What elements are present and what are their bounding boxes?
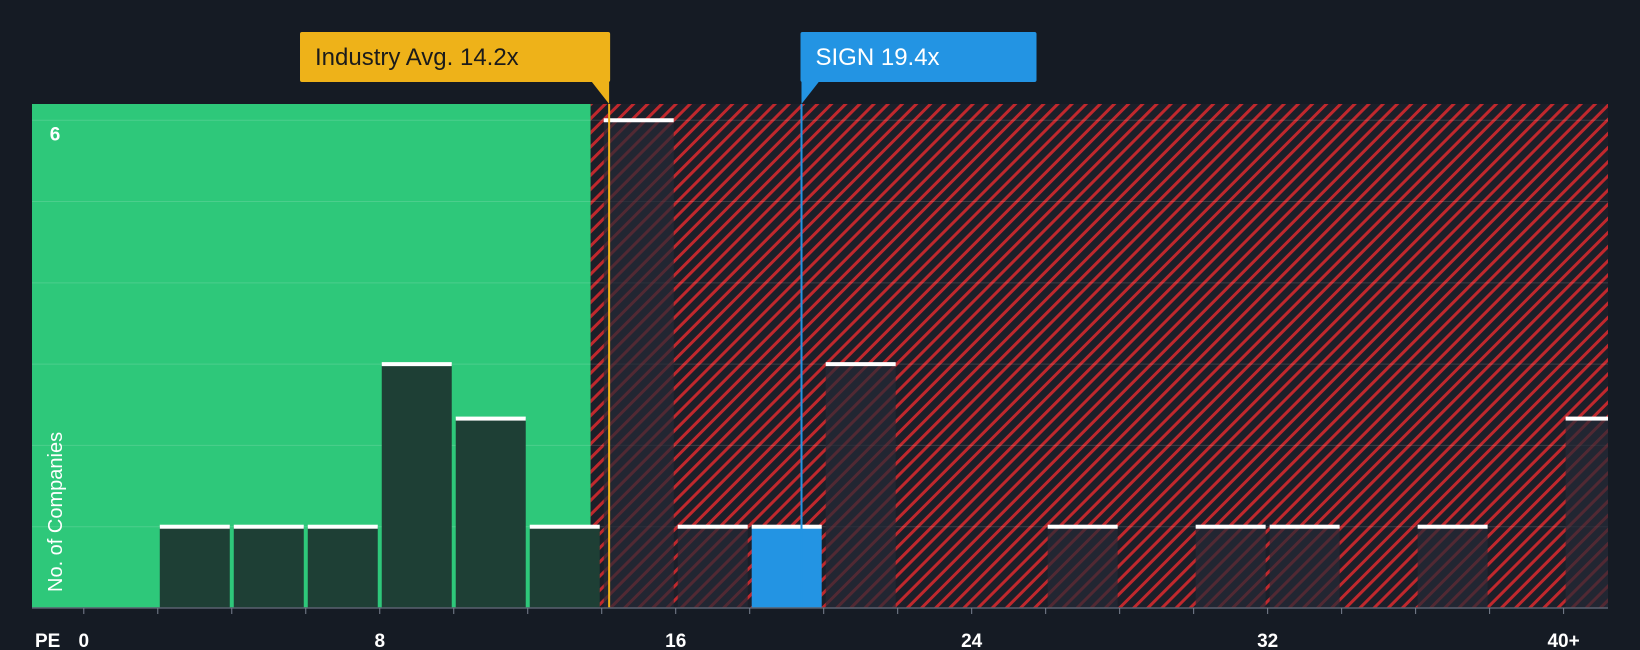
bar-cap-13 bbox=[1417, 524, 1488, 529]
bar-0 bbox=[159, 526, 230, 608]
overvalued-zone bbox=[590, 104, 1608, 608]
industry-avg-callout: Industry Avg. 14.2x bbox=[300, 32, 611, 104]
bars-layer bbox=[159, 118, 1608, 609]
bar-cap-4 bbox=[455, 416, 526, 421]
industry-avg-callout-pointer bbox=[591, 81, 610, 104]
bar-cap-7 bbox=[677, 524, 748, 529]
company-callout: SIGN 19.4x bbox=[800, 32, 1037, 104]
company-callout-label: SIGN 19.4x bbox=[816, 44, 940, 71]
x-tick-label-3: 24 bbox=[961, 631, 983, 650]
bar-cap-8 bbox=[751, 524, 822, 529]
x-tick-label-1: 8 bbox=[374, 631, 385, 650]
bar-3 bbox=[381, 364, 452, 608]
bar-8 bbox=[751, 526, 822, 608]
x-tick-label-5: 40+ bbox=[1547, 631, 1579, 650]
bar-cap-11 bbox=[1195, 524, 1266, 529]
bar-2 bbox=[307, 526, 378, 608]
markers-layer bbox=[608, 104, 803, 608]
y-axis-label: No. of Companies bbox=[45, 432, 67, 592]
axes-layer: PE No. of Companies 0 8 16 24 32 40+ 6 bbox=[32, 124, 1608, 650]
x-tick-label-4: 32 bbox=[1257, 631, 1278, 650]
x-tick-label-0: 0 bbox=[79, 631, 90, 650]
bar-6 bbox=[603, 120, 674, 609]
bar-cap-14 bbox=[1565, 416, 1608, 421]
bar-1 bbox=[233, 526, 304, 608]
bar-11 bbox=[1195, 526, 1266, 608]
bar-cap-0 bbox=[159, 524, 230, 529]
bar-cap-6 bbox=[603, 118, 674, 123]
x-axis-label: PE bbox=[35, 631, 60, 650]
bar-5 bbox=[529, 526, 600, 608]
bar-13 bbox=[1417, 526, 1488, 608]
bar-cap-2 bbox=[307, 524, 378, 529]
zones-layer bbox=[32, 104, 1608, 608]
bar-cap-12 bbox=[1269, 524, 1340, 529]
bar-cap-9 bbox=[825, 362, 896, 367]
company-callout-box bbox=[800, 32, 1037, 82]
bar-cap-10 bbox=[1047, 524, 1118, 529]
bar-10 bbox=[1047, 526, 1118, 608]
y-tick-label-0: 6 bbox=[50, 124, 61, 145]
bar-cap-3 bbox=[381, 362, 452, 367]
callouts-layer: Industry Avg. 14.2x SIGN 19.4x bbox=[300, 32, 1037, 104]
bar-cap-5 bbox=[529, 524, 600, 529]
bar-9 bbox=[825, 364, 896, 608]
company-callout-pointer bbox=[801, 81, 820, 104]
x-tick-label-2: 16 bbox=[665, 631, 686, 650]
bar-12 bbox=[1269, 526, 1340, 608]
bar-7 bbox=[677, 526, 748, 608]
bar-4 bbox=[455, 418, 526, 608]
industry-avg-callout-box bbox=[300, 32, 611, 82]
industry-avg-callout-label: Industry Avg. 14.2x bbox=[315, 44, 519, 71]
bar-cap-1 bbox=[233, 524, 304, 529]
bar-14 bbox=[1565, 418, 1608, 608]
